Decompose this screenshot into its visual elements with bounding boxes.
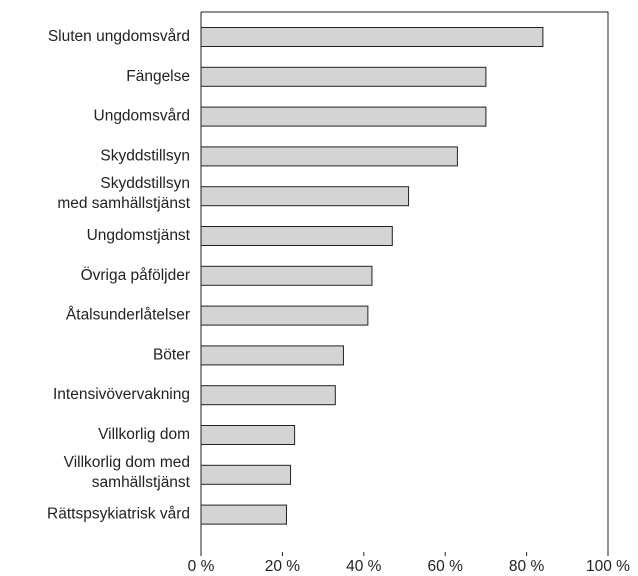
bar — [200, 425, 296, 445]
bar — [200, 464, 292, 485]
y-tick-label: Fängelse — [126, 68, 190, 85]
y-tick-label: Ungdomstjänst — [87, 227, 191, 244]
y-tick-label: Ungdomsvård — [94, 108, 191, 125]
bar — [200, 146, 458, 167]
x-tick-label: 60 % — [428, 558, 464, 575]
y-tick-label: Skyddstillsyn med samhällstjänst — [57, 175, 190, 212]
bar — [200, 265, 373, 286]
y-tick-label: Intensivövervakning — [53, 386, 190, 403]
bar — [200, 106, 487, 127]
y-tick-label: Rättspsykiatrisk vård — [47, 506, 190, 523]
bar — [200, 385, 336, 406]
bar — [200, 305, 369, 326]
bar — [200, 186, 410, 207]
x-tick-label: 40 % — [346, 558, 382, 575]
bar — [200, 27, 544, 47]
bar — [200, 66, 487, 87]
y-tick-label: Villkorlig dom med samhällstjänst — [64, 454, 191, 491]
x-tick-label: 100 % — [586, 558, 630, 575]
bar — [200, 226, 393, 246]
x-tick-label: 0 % — [188, 558, 215, 575]
x-tick-label: 20 % — [265, 558, 301, 575]
y-tick-label: Villkorlig dom — [98, 426, 190, 443]
y-tick-label: Övriga påföljder — [81, 266, 190, 284]
y-tick-label: Skyddstillsyn — [100, 147, 190, 164]
bar — [200, 345, 344, 366]
y-tick-label: Sluten ungdomsvård — [48, 28, 190, 45]
y-tick-label: Åtalsunderlåtelser — [66, 307, 190, 324]
x-tick-label: 80 % — [509, 558, 545, 575]
plot-frame — [201, 11, 609, 552]
bar — [200, 504, 287, 525]
y-tick-label: Böter — [153, 346, 190, 363]
